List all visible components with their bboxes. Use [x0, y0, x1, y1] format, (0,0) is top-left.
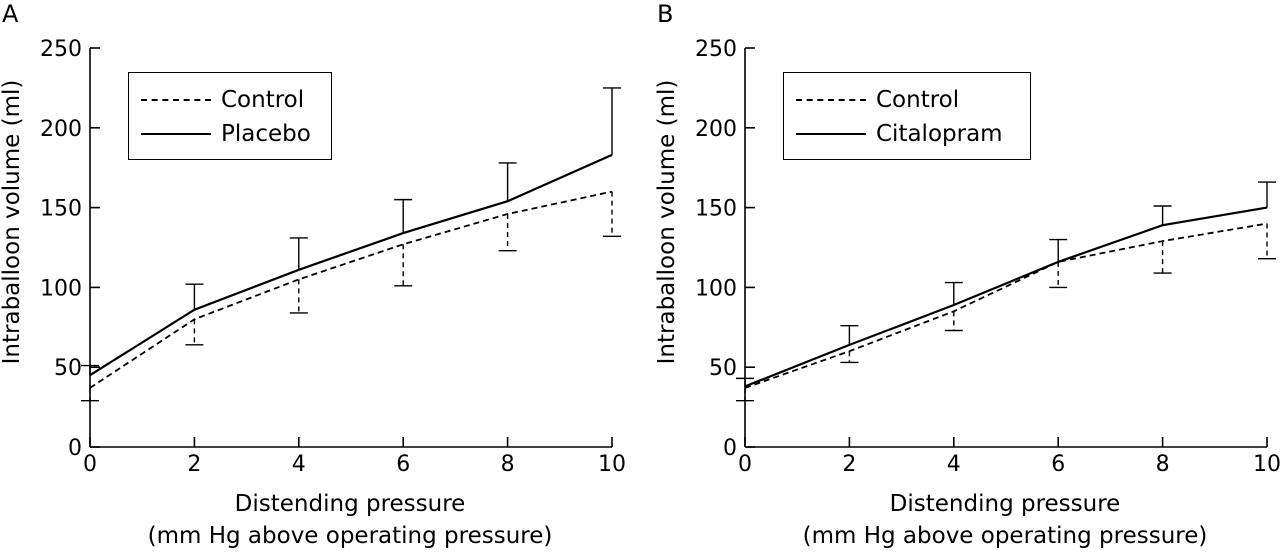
plot-area-a: 0 50 100 150 200 250 0 2 4 6 8 10: [40, 37, 626, 477]
x-axis-label-line2: (mm Hg above operating pressure): [147, 523, 553, 549]
panel-label: A: [2, 0, 19, 28]
legend-label: Control: [221, 87, 305, 113]
x-tick-label: 2: [187, 452, 201, 477]
x-tick-label: 8: [501, 452, 515, 477]
x-tick-label: 6: [396, 452, 410, 477]
series-line-control: [744, 222, 1268, 389]
panel-label: B: [657, 0, 674, 28]
x-axis-label-line1: Distending pressure: [889, 491, 1121, 517]
x-axis-label: Distending pressure (mm Hg above operati…: [745, 488, 1265, 552]
y-tick-label: 100: [40, 276, 82, 301]
y-tick-label: 250: [695, 37, 737, 62]
y-tick-label: 200: [695, 117, 737, 142]
x-tick-label: 8: [1156, 452, 1170, 477]
x-tick-label: 10: [1253, 452, 1280, 477]
legend-item-placebo: Placebo: [129, 119, 311, 149]
legend-swatch-dashed: [141, 99, 211, 101]
x-axis-label-line1: Distending pressure: [234, 491, 466, 517]
y-tick-label: 0: [68, 436, 82, 461]
y-tick-label: 150: [40, 197, 82, 222]
legend-item-citalopram: Citalopram: [784, 119, 1003, 149]
x-tick-label: 10: [598, 452, 626, 477]
plot-area-b: 0 50 100 150 200 250 0 2 4 6 8 10: [695, 37, 1280, 477]
y-tick-label: 50: [709, 356, 737, 381]
y-tick-label: 200: [40, 117, 82, 142]
y-axis-label: Intraballoon volume (ml): [0, 79, 25, 365]
series-line-placebo: [89, 153, 613, 377]
y-tick-label: 50: [54, 356, 82, 381]
x-tick-label: 0: [738, 452, 752, 477]
legend-label: Citalopram: [876, 121, 1003, 147]
x-tick-label: 4: [947, 452, 961, 477]
x-tick-label: 6: [1051, 452, 1065, 477]
y-tick-label: 100: [695, 276, 737, 301]
legend-label: Control: [876, 87, 960, 113]
y-tick-label: 150: [695, 197, 737, 222]
x-tick-label: 0: [83, 452, 97, 477]
y-tick-label: 0: [723, 436, 737, 461]
x-tick-label: 4: [292, 452, 306, 477]
legend: Control Placebo: [128, 72, 332, 160]
legend-swatch-solid: [141, 133, 211, 135]
series-line-control: [89, 190, 613, 389]
chart-panel-a: 0 50 100 150 200 250 0 2 4 6 8 10 A Intraballoon vo…: [0, 0, 626, 552]
chart-panel-b: 0 50 100 150 200 250 0 2 4 6 8 10 B Intraballoon vo…: [640, 0, 1280, 557]
legend-swatch-solid: [796, 133, 866, 135]
legend: Control Citalopram: [783, 72, 1031, 160]
series-line-citalopram: [744, 206, 1268, 388]
legend-swatch-dashed: [796, 99, 866, 101]
x-axis-label-line2: (mm Hg above operating pressure): [802, 523, 1208, 549]
legend-item-control: Control: [129, 85, 304, 115]
legend-item-control: Control: [784, 85, 959, 115]
y-tick-label: 250: [40, 37, 82, 62]
legend-label: Placebo: [221, 121, 311, 147]
x-tick-label: 2: [842, 452, 856, 477]
x-axis-label: Distending pressure (mm Hg above operati…: [90, 488, 610, 552]
y-axis-label: Intraballoon volume (ml): [654, 79, 680, 365]
